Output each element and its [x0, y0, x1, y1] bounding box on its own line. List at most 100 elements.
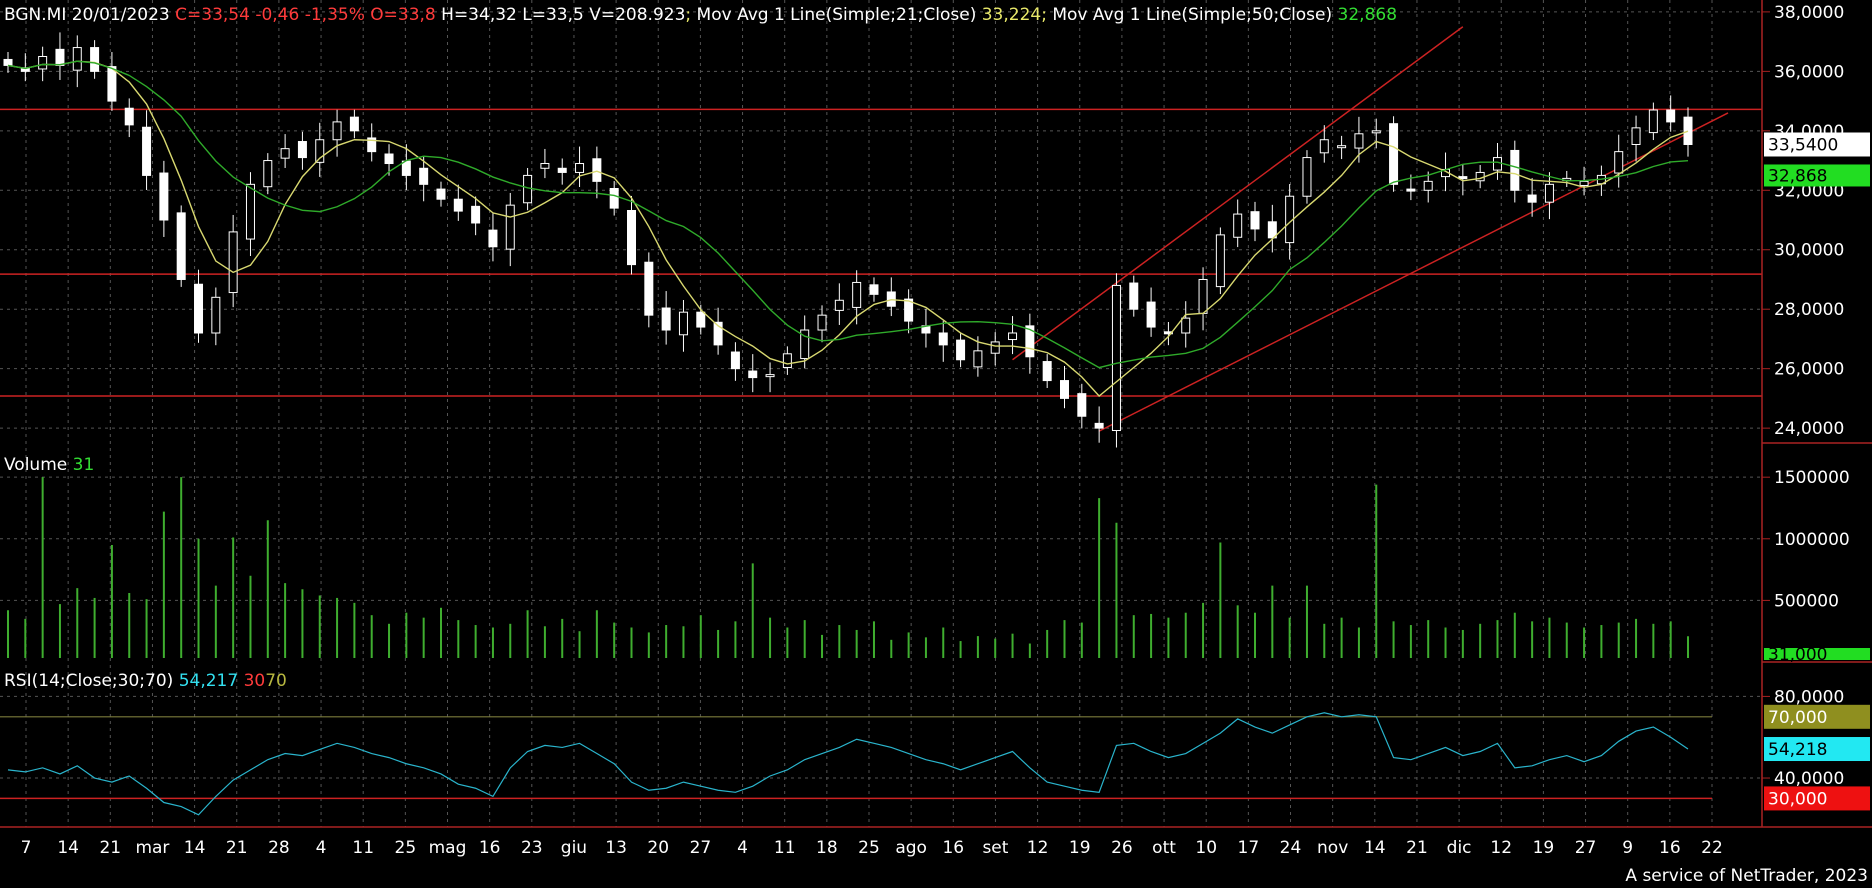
candle-body	[557, 167, 567, 173]
candle-body	[384, 153, 394, 165]
moving-averages	[7, 60, 1689, 397]
candle-body	[471, 205, 481, 224]
rsi-badge	[1764, 704, 1870, 729]
candle-body	[1510, 149, 1520, 191]
candle-body	[938, 332, 948, 346]
candle-body	[1111, 284, 1121, 432]
axes: 38,000036,000034,000032,000030,000028,00…	[0, 0, 1872, 858]
rsi-tick-label: 40,0000	[1774, 769, 1844, 789]
candle-body	[730, 351, 740, 370]
time-tick-label: 19	[1533, 838, 1555, 858]
time-tick-label: mar	[135, 838, 169, 858]
rsi-tick-label: 80,0000	[1774, 687, 1844, 707]
ma21-value: 33,224	[981, 5, 1042, 25]
candle-body	[644, 261, 654, 316]
price-tick-label: 26,0000	[1774, 360, 1844, 380]
volume-bars	[7, 477, 1689, 658]
candle-body	[1337, 145, 1347, 149]
time-tick-label: set	[982, 838, 1008, 858]
time-tick-label: 20	[647, 838, 669, 858]
rsi-badge-text: 30,000	[1768, 789, 1827, 809]
candle-body	[696, 311, 706, 328]
rsi-badge	[1764, 786, 1870, 811]
time-tick-label: dic	[1447, 838, 1472, 858]
separator-1: ;	[685, 5, 692, 25]
symbol-date: BGN.MI 20/01/2023	[4, 5, 170, 25]
time-tick-label: 11	[352, 838, 374, 858]
time-tick-label: 21	[226, 838, 248, 858]
candle-body	[1544, 183, 1554, 203]
rsi-value: 54,217	[178, 671, 239, 691]
ma50-badge-text: 32,868	[1768, 166, 1827, 186]
price-tick-label: 36,0000	[1774, 62, 1844, 82]
high-low-volume: H=34,32 L=33,5 V=208.923	[441, 5, 686, 25]
candle-body	[1579, 180, 1589, 187]
candle-body	[228, 231, 238, 294]
candle-body	[297, 141, 307, 159]
price-tick-label: 38,0000	[1774, 3, 1844, 23]
candle-body	[419, 167, 429, 185]
time-tick-label: 21	[99, 838, 121, 858]
candle-body	[1042, 361, 1052, 382]
rsi-panel	[0, 712, 1712, 816]
time-tick-label: 16	[1659, 838, 1681, 858]
candle-body	[1233, 213, 1243, 238]
volume-value: 31	[72, 455, 95, 475]
candle-body	[1025, 325, 1035, 358]
time-tick-label: 16	[942, 838, 964, 858]
candle-body	[1614, 151, 1624, 174]
candle-body	[3, 58, 13, 66]
horizontal-levels	[0, 108, 1762, 397]
rsi-badge	[1764, 737, 1870, 762]
candle-body	[90, 47, 100, 72]
ma21-line	[7, 60, 1689, 397]
candle-body	[540, 163, 550, 169]
price-tick-label: 24,0000	[1774, 419, 1844, 439]
separator-2: ;	[1041, 5, 1047, 25]
candle-body	[713, 321, 723, 346]
candle-body	[834, 299, 844, 311]
volume-tick-label: 1500000	[1774, 468, 1850, 488]
volume-legend: Volume 31	[4, 455, 94, 475]
candle-body	[748, 370, 758, 379]
candle-body	[1458, 176, 1468, 180]
candle-body	[817, 314, 827, 331]
candle-body	[1181, 317, 1191, 334]
candle-body	[488, 229, 498, 248]
candlestick-series	[3, 32, 1693, 448]
candle-body	[1371, 130, 1381, 134]
volume-title: Volume	[4, 455, 68, 475]
candle-body	[1094, 422, 1104, 429]
time-tick-label: mag	[429, 838, 467, 858]
time-tick-label: 16	[479, 838, 501, 858]
grid-lines	[0, 0, 1762, 827]
rsi-legend: RSI(14;Close;30;70) 54,217 3070	[4, 671, 287, 691]
candle-body	[1077, 393, 1087, 417]
rsi-line	[7, 712, 1689, 816]
candle-body	[1250, 211, 1260, 230]
ma50-badge	[1764, 164, 1870, 187]
time-tick-label: 4	[737, 838, 748, 858]
candle-body	[194, 283, 204, 334]
candle-body	[315, 139, 325, 163]
candle-body	[765, 374, 775, 378]
candle-body	[38, 55, 48, 70]
candle-body	[592, 158, 602, 182]
candle-body	[1146, 301, 1156, 328]
time-tick-label: 23	[521, 838, 543, 858]
candle-body	[678, 311, 688, 336]
candle-body	[1198, 278, 1208, 314]
ma50-line	[7, 60, 1689, 369]
rsi-title: RSI(14;Close;30;70)	[4, 671, 174, 691]
time-tick-label: 11	[774, 838, 796, 858]
price-tick-label: 28,0000	[1774, 300, 1844, 320]
candle-body	[1423, 180, 1433, 191]
candle-body	[627, 209, 637, 266]
time-tick-label: 13	[605, 838, 627, 858]
ma21-label: Mov Avg 1 Line(Simple;21;Close)	[691, 5, 977, 25]
time-tick-label: 25	[858, 838, 880, 858]
candle-body	[1059, 380, 1069, 399]
candle-body	[869, 284, 879, 295]
candle-body	[159, 172, 169, 221]
candle-body	[973, 350, 983, 368]
